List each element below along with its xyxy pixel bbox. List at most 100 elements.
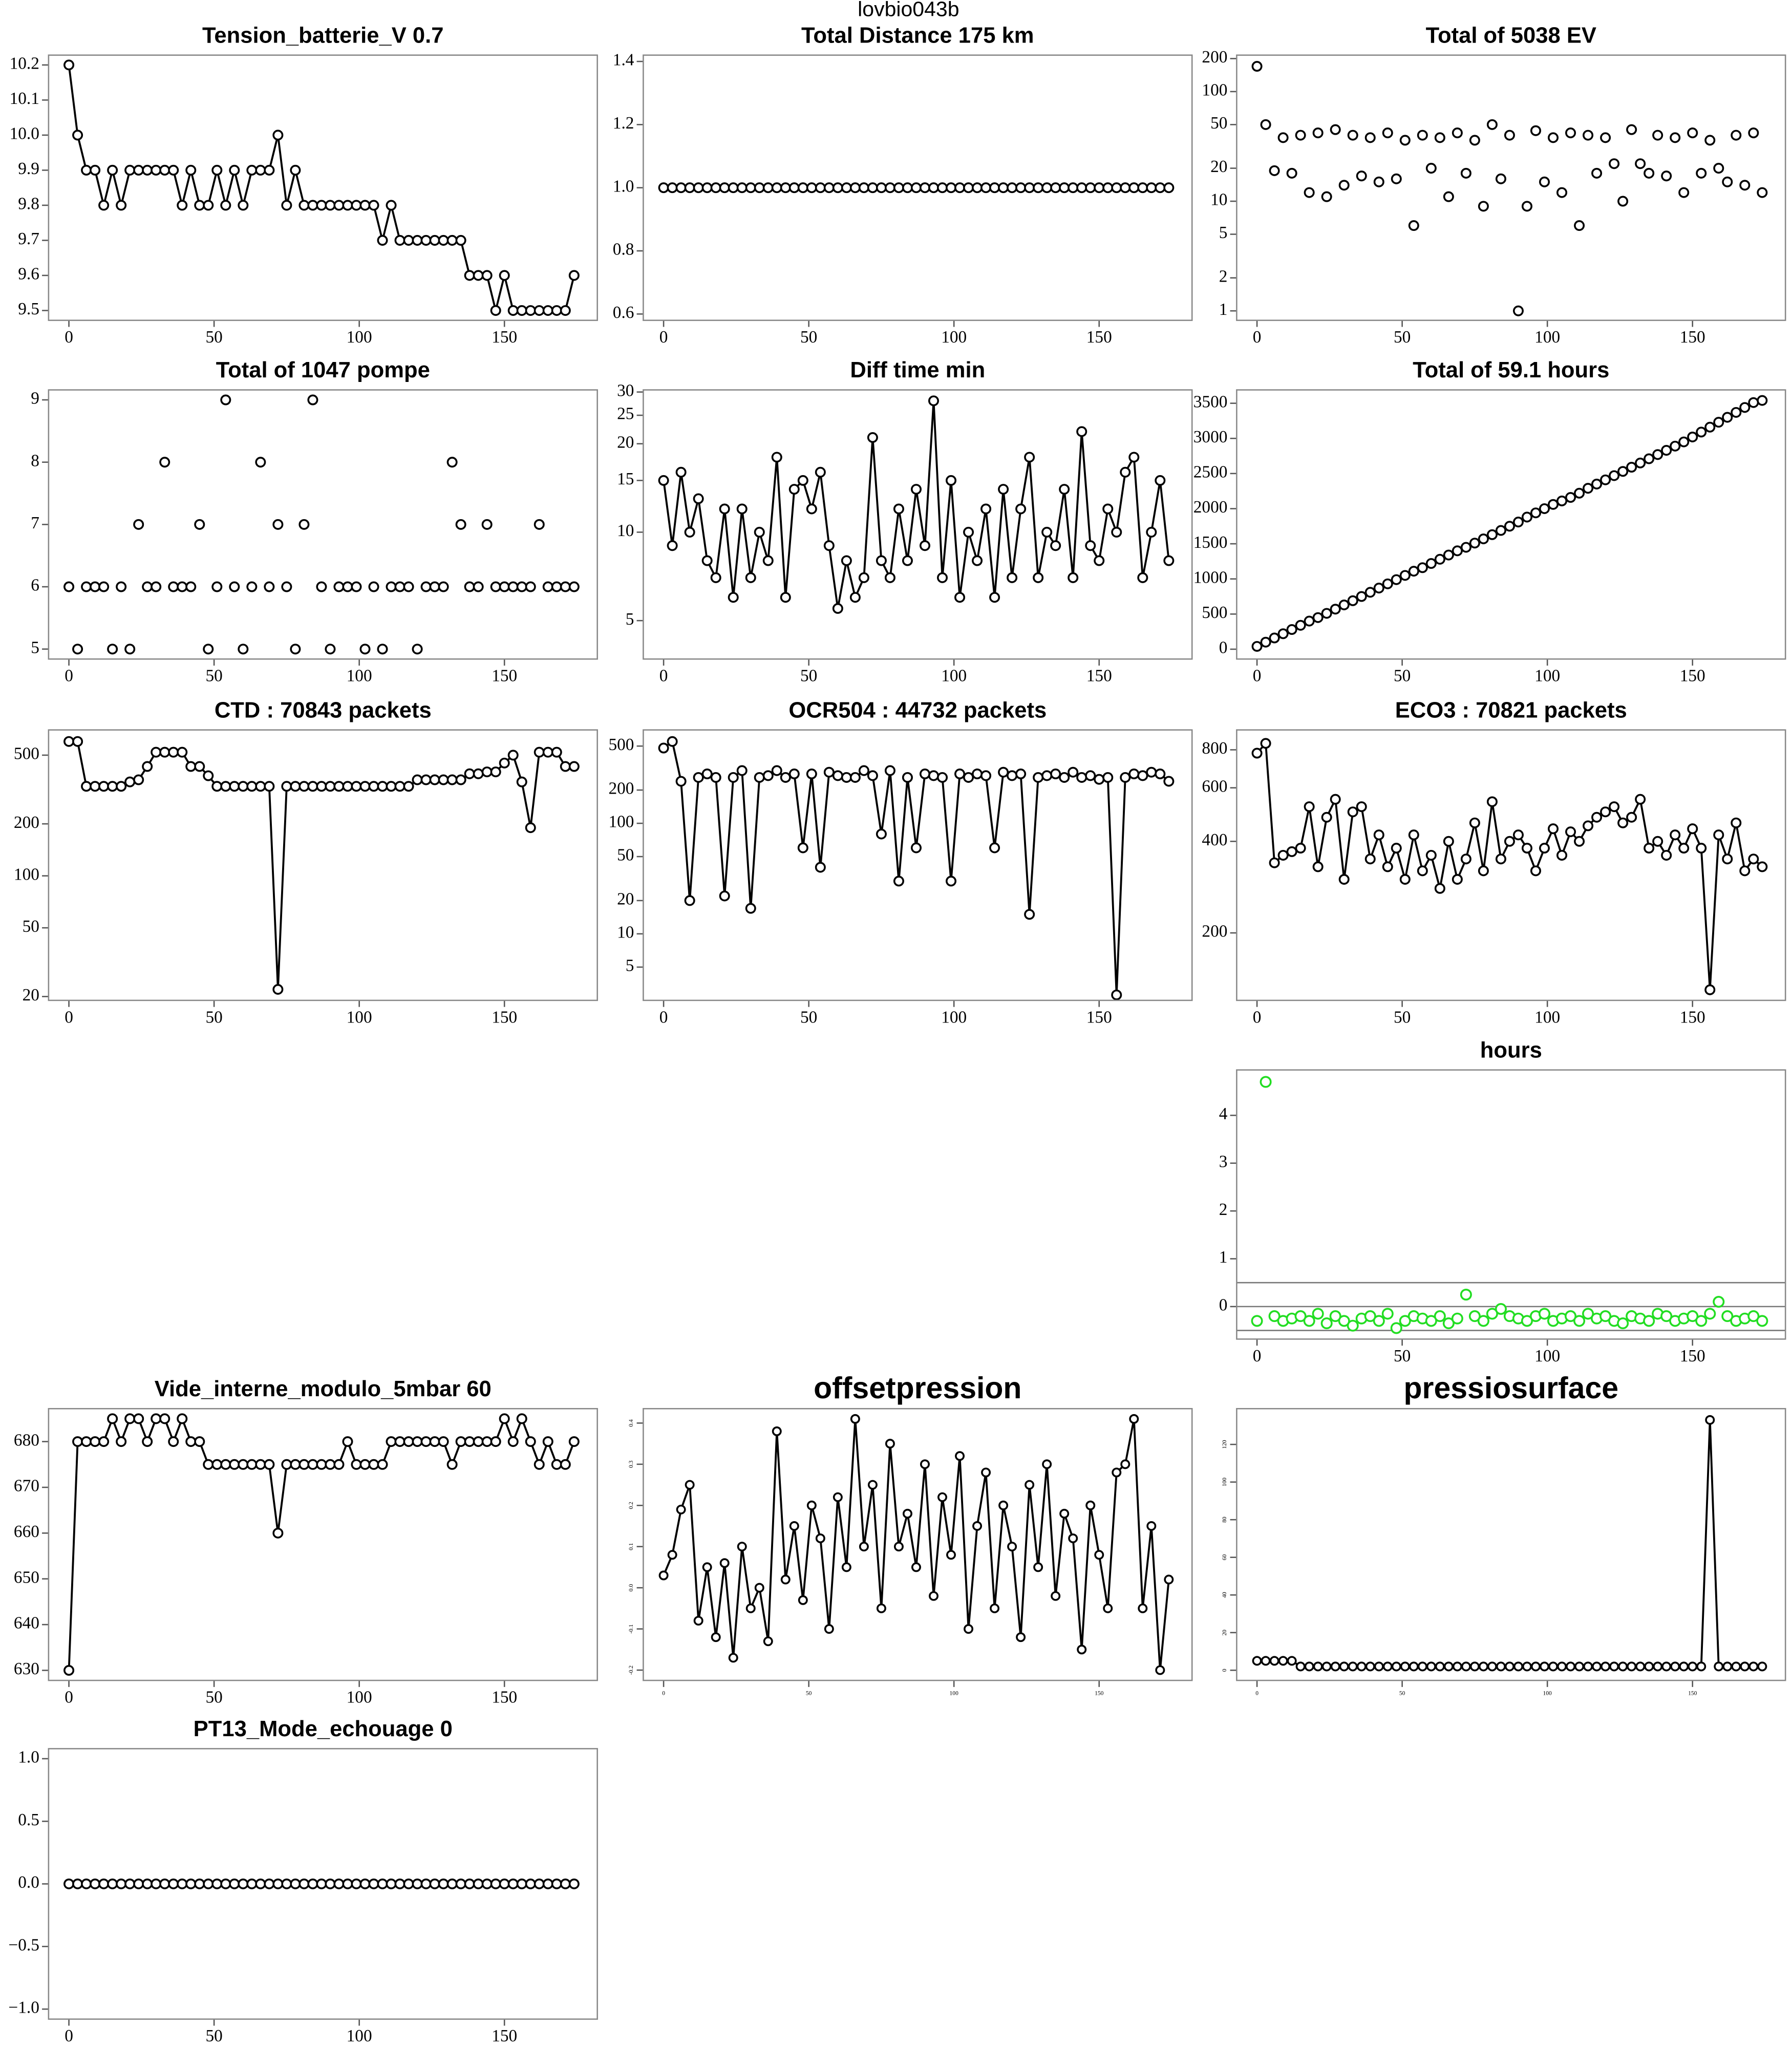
point [81, 581, 92, 592]
x-tick-label: 0 [659, 1008, 668, 1027]
y-tick-label: 200 [1202, 922, 1227, 941]
plot-frame [1236, 729, 1786, 1001]
point [1076, 772, 1087, 783]
point [1007, 572, 1018, 583]
x-tick-label: 0 [1255, 1690, 1258, 1696]
point [1024, 909, 1035, 920]
point [542, 1878, 553, 1889]
point [728, 1653, 738, 1663]
point [359, 1459, 371, 1470]
point [762, 182, 774, 194]
y-tick-label: 10 [617, 923, 634, 942]
point [1696, 842, 1707, 854]
point [1391, 173, 1402, 184]
y-tick-label: 2 [1219, 267, 1228, 286]
point [1617, 1317, 1629, 1330]
point [412, 1436, 423, 1447]
point [272, 130, 284, 141]
y-tick-label: 10 [617, 521, 634, 540]
point [1696, 1661, 1706, 1672]
point [325, 644, 336, 655]
point [1364, 854, 1376, 865]
point [1731, 1661, 1741, 1672]
point [229, 781, 240, 792]
point [133, 1413, 144, 1424]
point [1661, 1661, 1672, 1672]
point [1094, 182, 1105, 194]
point [1748, 397, 1759, 408]
y-tick-label: 5 [31, 638, 39, 657]
y-tick-label: 3000 [1193, 428, 1228, 446]
x-tick-label: 0 [65, 1688, 73, 1707]
point [867, 182, 878, 194]
point [351, 200, 362, 211]
point [464, 768, 475, 779]
point [1539, 842, 1550, 854]
point [1399, 135, 1411, 146]
point [1468, 1310, 1481, 1322]
panel-title: PT13_Mode_echouage 0 [194, 1717, 453, 1741]
point [1330, 1661, 1340, 1672]
point [1277, 849, 1289, 861]
point [1635, 457, 1646, 468]
point [919, 540, 930, 551]
point [386, 1436, 397, 1447]
point [420, 1878, 432, 1889]
point [168, 164, 179, 176]
point [806, 182, 817, 194]
point [1312, 612, 1324, 623]
point [980, 770, 992, 781]
point [272, 984, 284, 995]
point [1347, 595, 1358, 606]
panel: offsetpression -0.2 -0.1 0.0 0.1 0.2 0.3 0.4 0 50… [628, 1372, 1193, 1696]
point [1269, 632, 1280, 644]
point [675, 182, 687, 194]
x-tick-label: 50 [205, 1008, 222, 1027]
y-tick-label: 500 [1202, 603, 1227, 622]
x-tick-label: 100 [941, 328, 967, 347]
point [1399, 873, 1411, 885]
x-tick-label: 100 [347, 1008, 372, 1027]
point [1486, 529, 1498, 540]
point [359, 200, 371, 211]
point [841, 555, 852, 566]
point [1460, 167, 1471, 179]
point [736, 503, 748, 515]
point [1469, 1661, 1480, 1672]
point [936, 182, 948, 194]
y-tick-label: 25 [617, 404, 634, 423]
point [736, 182, 748, 194]
x-tick-label: 100 [941, 1008, 967, 1027]
point [229, 164, 240, 176]
point [1478, 533, 1489, 545]
point [516, 776, 527, 787]
point [377, 1878, 388, 1889]
point [1312, 861, 1324, 872]
point [307, 200, 318, 211]
point [981, 1467, 991, 1478]
point [1015, 182, 1027, 194]
point [1381, 1308, 1394, 1320]
point [1409, 1661, 1419, 1672]
y-tick-label: 400 [1202, 830, 1227, 849]
point [420, 234, 432, 246]
x-tick-label: 100 [347, 328, 372, 347]
point [1461, 1661, 1471, 1672]
point [368, 581, 379, 592]
point [841, 182, 852, 194]
point [1679, 1661, 1689, 1672]
point [1417, 865, 1428, 877]
point [525, 1436, 536, 1447]
point [1452, 1661, 1462, 1672]
point [1339, 1661, 1349, 1672]
point [429, 1436, 440, 1447]
point [194, 1436, 205, 1447]
point [693, 772, 704, 783]
point [1609, 801, 1620, 813]
y-tick-label: 20 [617, 433, 634, 452]
point [1688, 1661, 1698, 1672]
point [568, 1878, 580, 1889]
y-tick-label: 9.7 [18, 229, 39, 248]
point [1295, 842, 1306, 854]
point [351, 781, 362, 792]
